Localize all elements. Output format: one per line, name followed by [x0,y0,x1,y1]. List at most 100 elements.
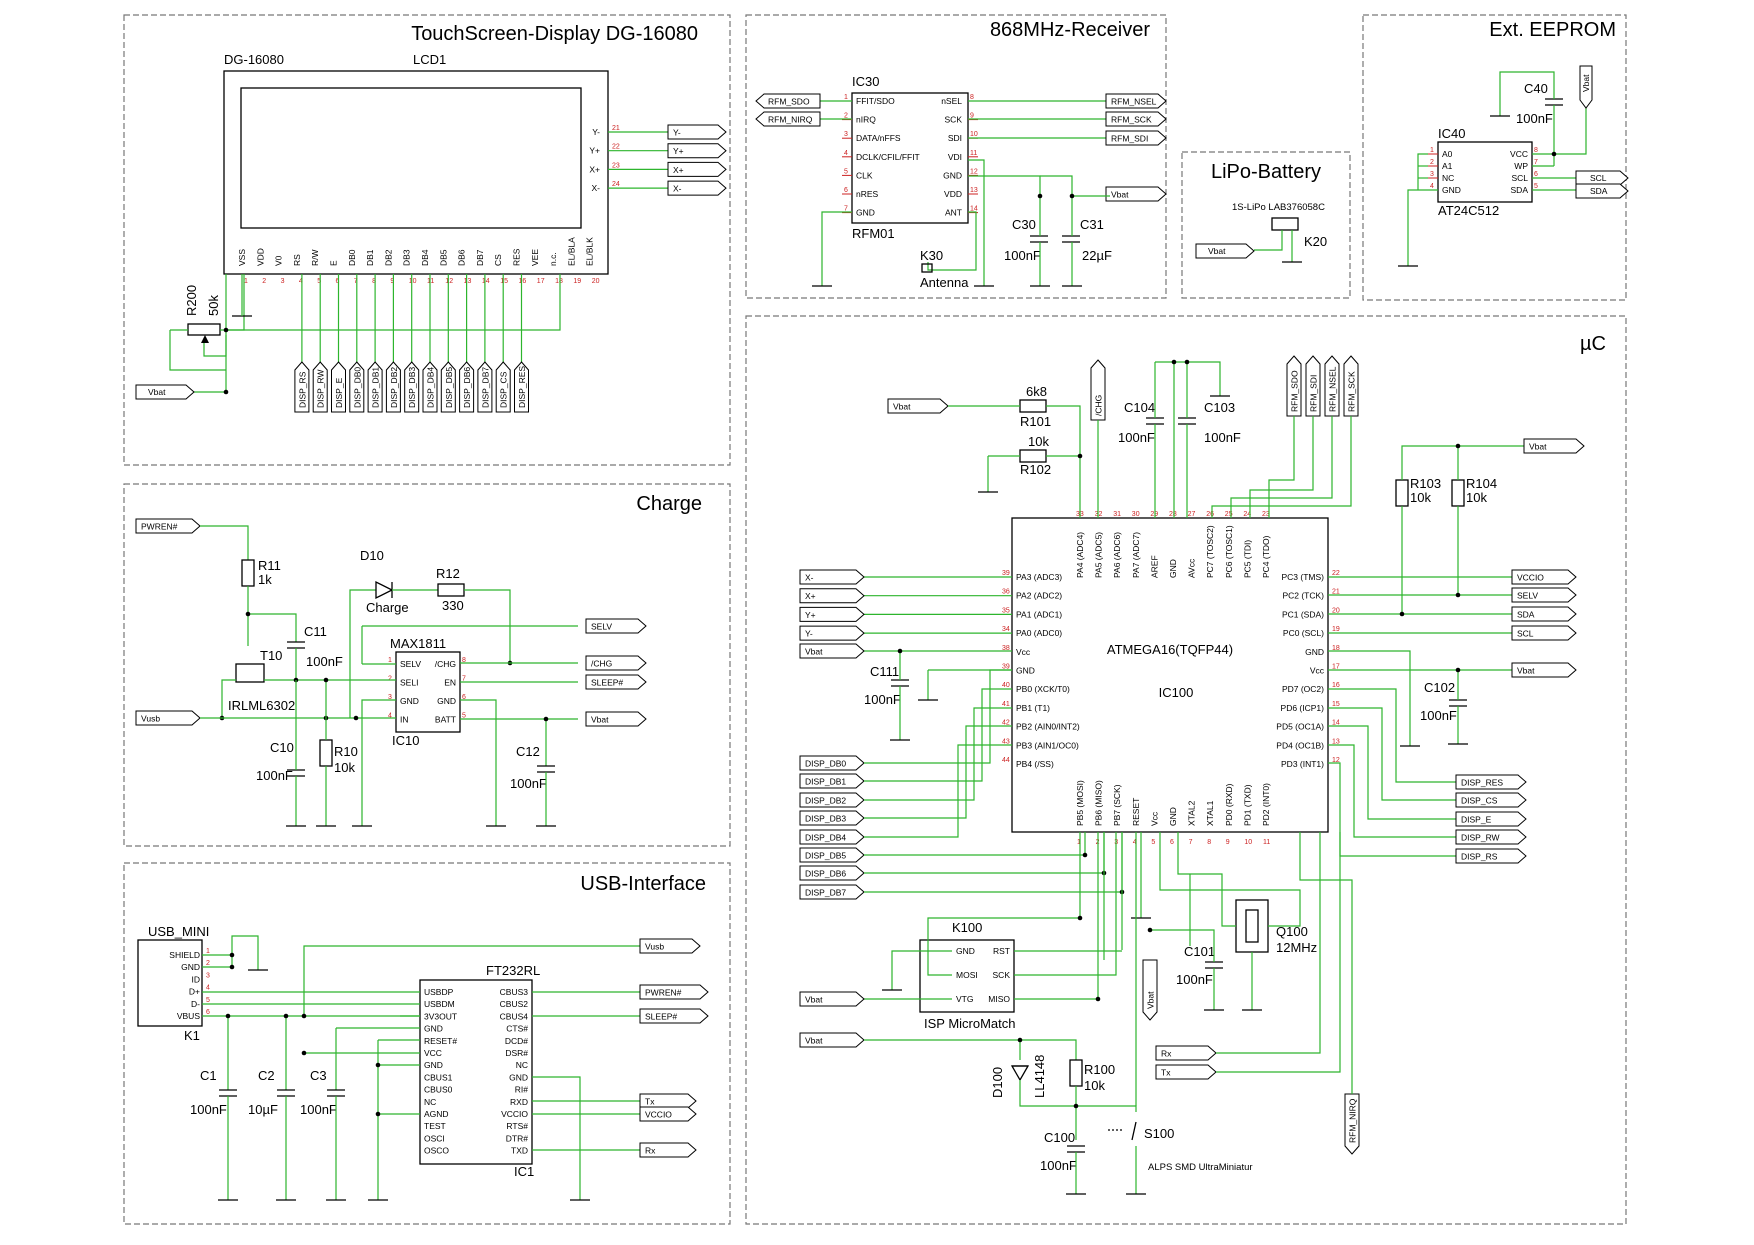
pin-number: 15 [500,278,508,285]
rfm-right-1-flag [1105,111,1167,127]
pin-number: 24 [1243,511,1251,518]
r101-ref: R101 [1020,414,1051,429]
wire [1328,688,1456,783]
rfm01-pin-label: nSEL [941,96,962,106]
pin-number: 6 [1170,839,1174,846]
pin-number: 7 [354,278,358,285]
r11-body [241,559,255,587]
pin-number: 6 [462,694,466,701]
ft232rl-pin-label: OSCO [424,1146,449,1156]
atmega16-bottom-pin-label: RESET [1131,798,1141,826]
r101-value: 6k8 [1026,384,1047,399]
touch-3-flag [667,180,727,196]
r100-ref: R100 [1084,1062,1115,1077]
pin-number: 3 [388,694,392,701]
d100-body [1010,1065,1030,1082]
s100-ref: S100 [1144,1126,1174,1141]
max1811-pin-label: /CHG [435,659,456,669]
eeprom-scl-flag [1575,170,1629,186]
max1811-pins: SELV 1 SELI 2 GND 3 IN 4/CHG 8 EN 7 GND 6 BATT 5 [388,657,466,725]
pin-number: 12 [1332,757,1340,764]
usb-mini-pin-label: D- [191,999,200,1009]
c2-value: 10µF [248,1102,278,1117]
k100-ref: K100 [952,920,982,935]
rfm-vbat-flag [1105,186,1167,202]
rfm-nirq-flag-label: RFM_NIRQ [768,115,813,125]
ft232rl-pin-label: DCD# [505,1036,528,1046]
pin-number: 7 [462,676,466,683]
c12-ref: C12 [516,744,540,759]
atmega16-bottom-pin-label: Vcc [1149,811,1159,826]
pin-number: 7 [1189,839,1193,846]
junction [229,964,235,970]
pin-number: 1 [244,278,248,285]
pin-number: 16 [1332,682,1340,689]
ft232rl-pin-label: CBUS2 [500,999,529,1009]
pin-number: 24 [612,181,620,188]
junction [225,1013,231,1019]
c10-ref: C10 [270,740,294,755]
atmega16-right-pin-label: PD4 (OC1B) [1276,740,1324,750]
pin-number: 25 [1225,511,1233,518]
chg-vbat-flag [585,711,647,727]
lcd-touch-pin-label: X+ [589,164,600,174]
lcd-pin-label: DB0 [347,249,357,266]
r11-ref: R11 [258,558,281,573]
lcd-pin-label: V0 [274,255,284,266]
r102-value: 10k [1028,434,1049,449]
at24c512-pins: A0 1 A1 2 NC 3 GND 4 VCC 8 WP 7 SCL 6 SDA 5 [1417,147,1538,195]
uc-touch-1-flag-label: X+ [805,591,816,601]
usb-mini-pin-label: SHIELD [169,950,200,960]
wire [864,725,1012,819]
max1811-pin-label: GND [400,696,419,706]
c12-value: 100nF [510,776,547,791]
wire [1211,416,1352,518]
pin-number: 18 [555,278,563,285]
ft232rl-pin-label: GND [424,1060,443,1070]
pin-number: 26 [1206,511,1214,518]
d100-ref: D100 [990,1067,1005,1098]
junction [1184,359,1190,365]
atmega16-top-pin-label: PA5 (ADC5) [1094,532,1104,578]
ft232rl-pin-label: DTR# [506,1133,528,1143]
atmega16-bottom-pin-label: XTAL2 [1187,800,1197,826]
atmega16-right-pin-label: PC3 (TMS) [1282,572,1325,582]
uc-vbat-right-flag-label: Vbat [1517,666,1535,676]
uc-ctrl-2-flag [1455,811,1527,827]
chg-selv-flag-label: SELV [591,622,612,632]
pin-number: 12 [970,168,978,175]
wire [1407,189,1438,266]
pin-number: 4 [1133,839,1137,846]
wire [221,679,236,718]
pin-number: 14 [970,206,978,213]
junction [353,715,359,721]
uc-vbat-isp-flag [799,991,865,1007]
uc-db-6-flag-label: DISP_DB6 [805,869,846,879]
uc-rfm-0-flag-label: RFM_SDO [1290,370,1300,412]
rfm01-body [851,92,969,224]
ic30-ref: IC30 [852,74,879,89]
pin-number: 21 [612,125,620,132]
pin-number: 23 [612,162,620,169]
disp-bus-9-flag-label: DISP_DB6 [462,367,472,408]
wire [1014,832,1117,976]
usb-mini-pin-label: ID [192,974,201,984]
rfm-right-1-flag-label: RFM_SCK [1111,115,1152,125]
r102-body [1019,449,1047,463]
c103-value: 100nF [1204,430,1241,445]
atmega16-right-pin-label: PD5 (OC1A) [1276,722,1324,732]
rfm01-part: RFM01 [852,226,895,241]
uc-rfm-2-flag-label: RFM_NSEL [1328,366,1338,412]
pin-number: 11 [427,278,434,285]
uc-right-1-flag-label: SELV [1517,591,1538,601]
atmega16-left-pin-label: PB4 (/SS) [1016,759,1054,769]
at24c512-pin-label: GND [1442,185,1461,195]
chg-vusb-flag [135,710,201,726]
pin-number: 1 [1430,147,1434,154]
r200-ref: R200 [184,285,199,316]
atmega16-top-pin-label: PC4 (TDO) [1261,535,1271,578]
usb-tx-flag [639,1093,697,1109]
pin-number: 15 [1332,701,1340,708]
display-frame [123,14,731,466]
atmega16-top-pin-label: PA7 (ADC7) [1131,532,1141,578]
